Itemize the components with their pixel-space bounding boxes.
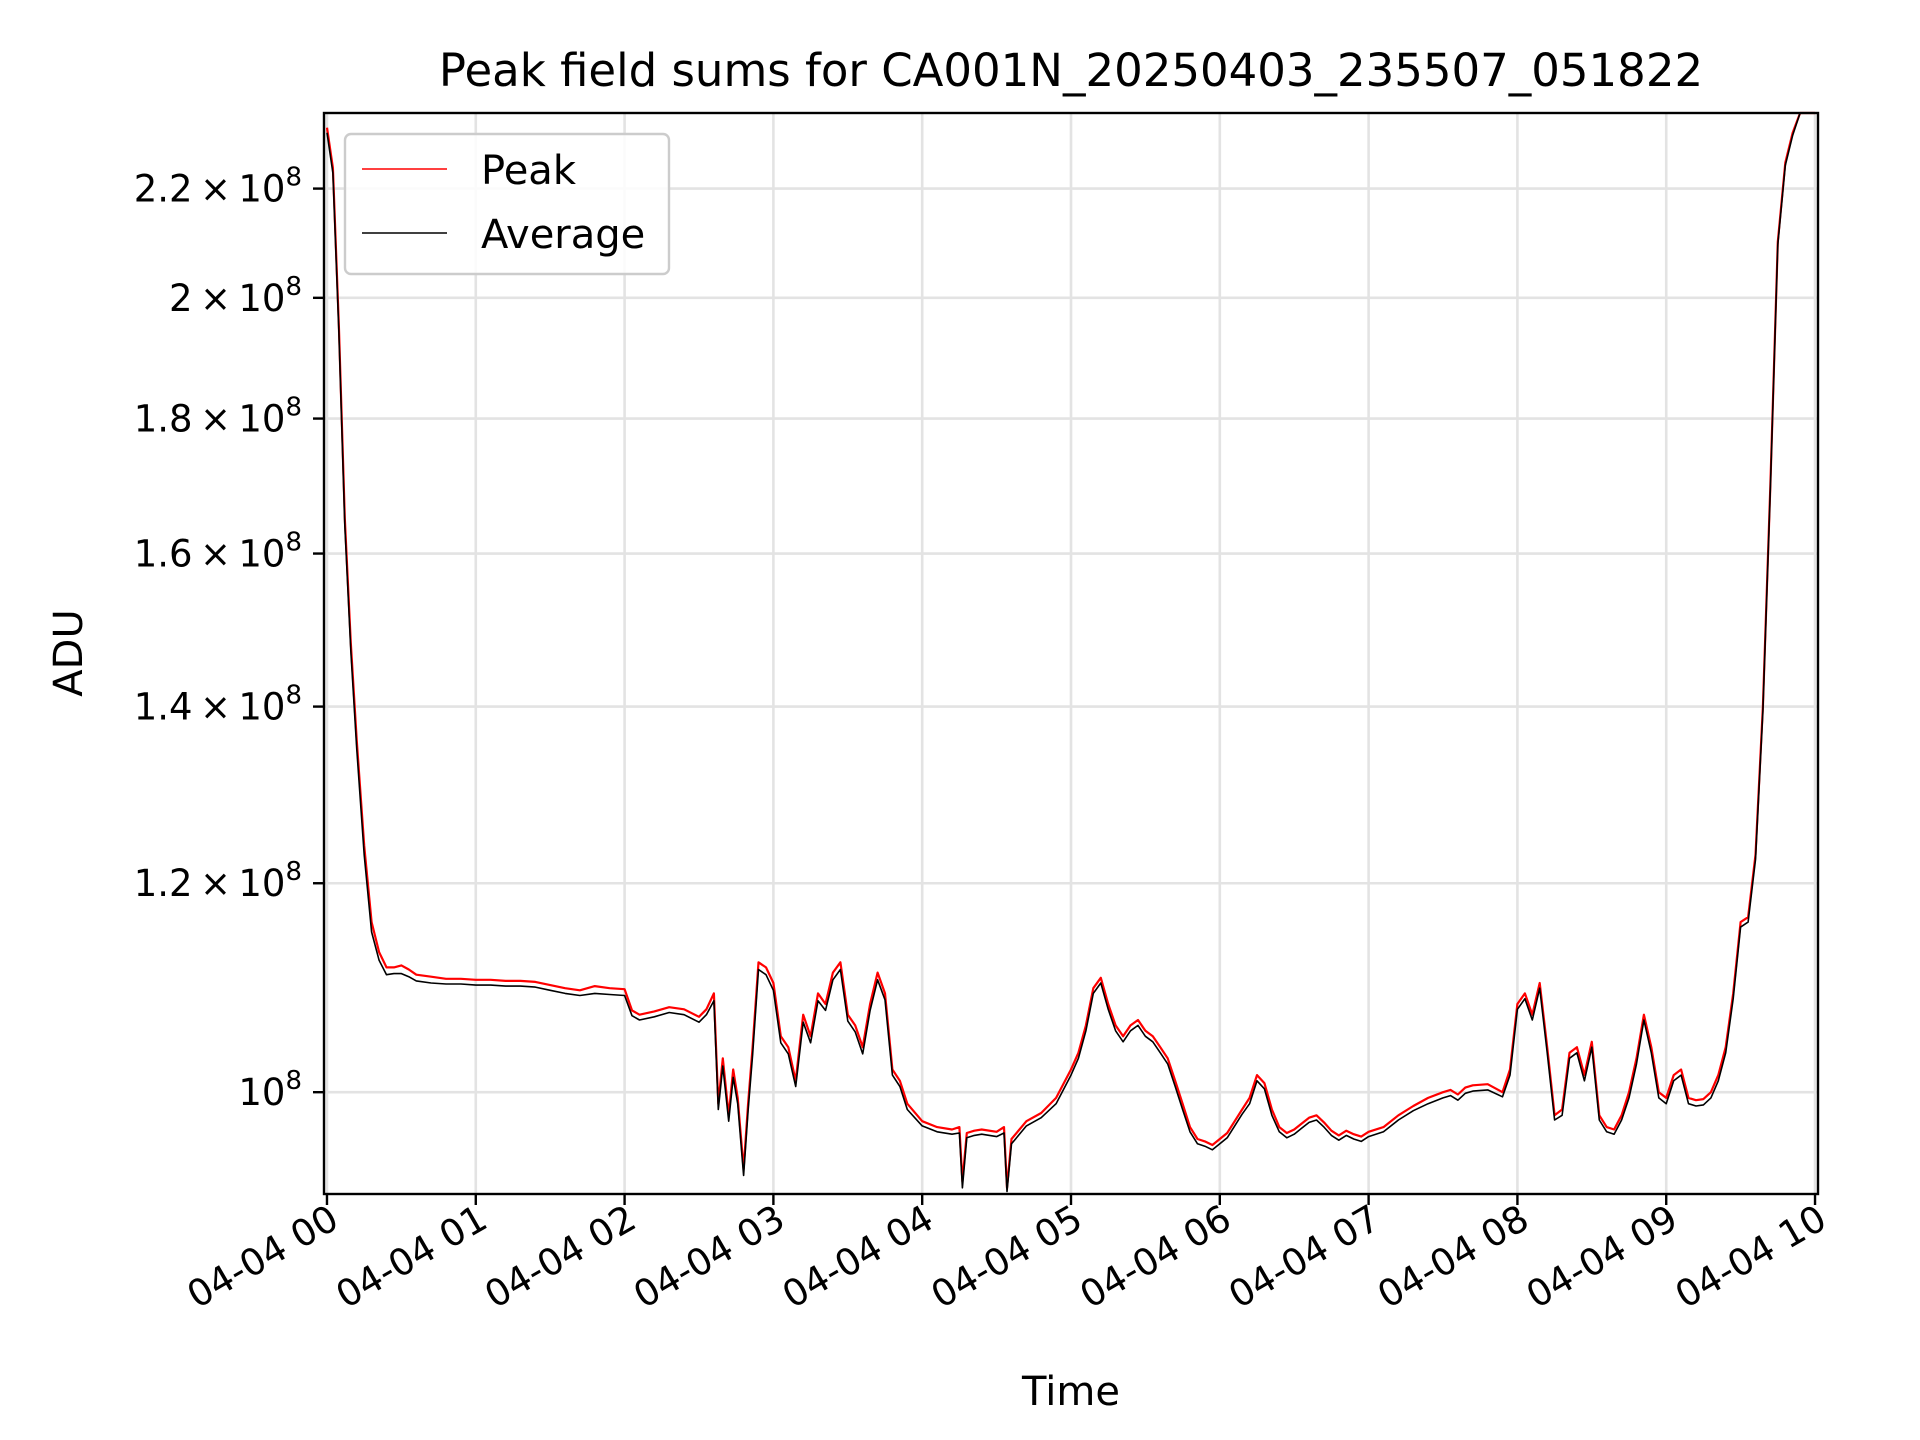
y-tick-mantissa: 2.2 [134,168,193,211]
y-tick-mantissa: 1.8 [134,398,193,441]
legend-label-peak: Peak [481,148,577,194]
y-tick-times-sign: × 10 [193,862,286,905]
x-axis-label: Time [1021,1369,1120,1415]
y-tick-label: 108 [238,1066,302,1114]
y-tick-label: 1.2 × 108 [134,857,302,905]
y-tick-base: 10 [238,1071,285,1114]
series-line-peak [325,111,1815,1189]
y-tick-label: 2.2 × 108 [134,163,302,211]
y-tick-times-sign: × 10 [193,398,286,441]
y-tick-exponent: 8 [285,163,302,193]
y-tick-label: 1.4 × 108 [134,681,302,729]
grid-lines [324,113,1818,1194]
y-tick-times-sign: × 10 [193,533,286,576]
y-tick-exponent: 8 [285,272,302,302]
series-line-average [326,112,1815,1193]
y-tick-label: 1.6 × 108 [134,528,302,576]
y-tick-exponent: 8 [285,528,302,558]
y-tick-label: 1.8 × 108 [134,393,302,441]
y-tick-mantissa: 2 [169,277,193,320]
y-tick-exponent: 8 [285,1066,302,1096]
y-tick-times-sign: × 10 [193,686,286,729]
y-tick-times-sign: × 10 [193,277,286,320]
y-tick-times-sign: × 10 [193,168,286,211]
series-layer [325,111,1815,1193]
chart-title: Peak field sums for CA001N_20250403_2355… [439,44,1703,97]
y-tick-mantissa: 1.6 [134,533,193,576]
y-tick-label: 2 × 108 [169,272,302,320]
y-tick-mantissa: 1.4 [134,686,193,729]
y-tick-mantissa: 1.2 [134,862,193,905]
y-tick-exponent: 8 [285,857,302,887]
legend-label-average: Average [481,212,645,258]
y-tick-exponent: 8 [285,393,302,423]
y-tick-exponent: 8 [285,681,302,711]
y-axis-label: ADU [46,609,92,696]
legend: Peak Average [343,132,671,276]
